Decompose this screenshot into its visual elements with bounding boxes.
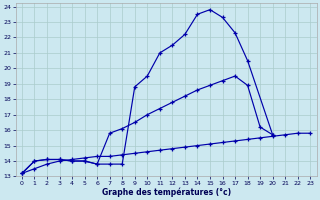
X-axis label: Graphe des températures (°c): Graphe des températures (°c) (101, 187, 231, 197)
